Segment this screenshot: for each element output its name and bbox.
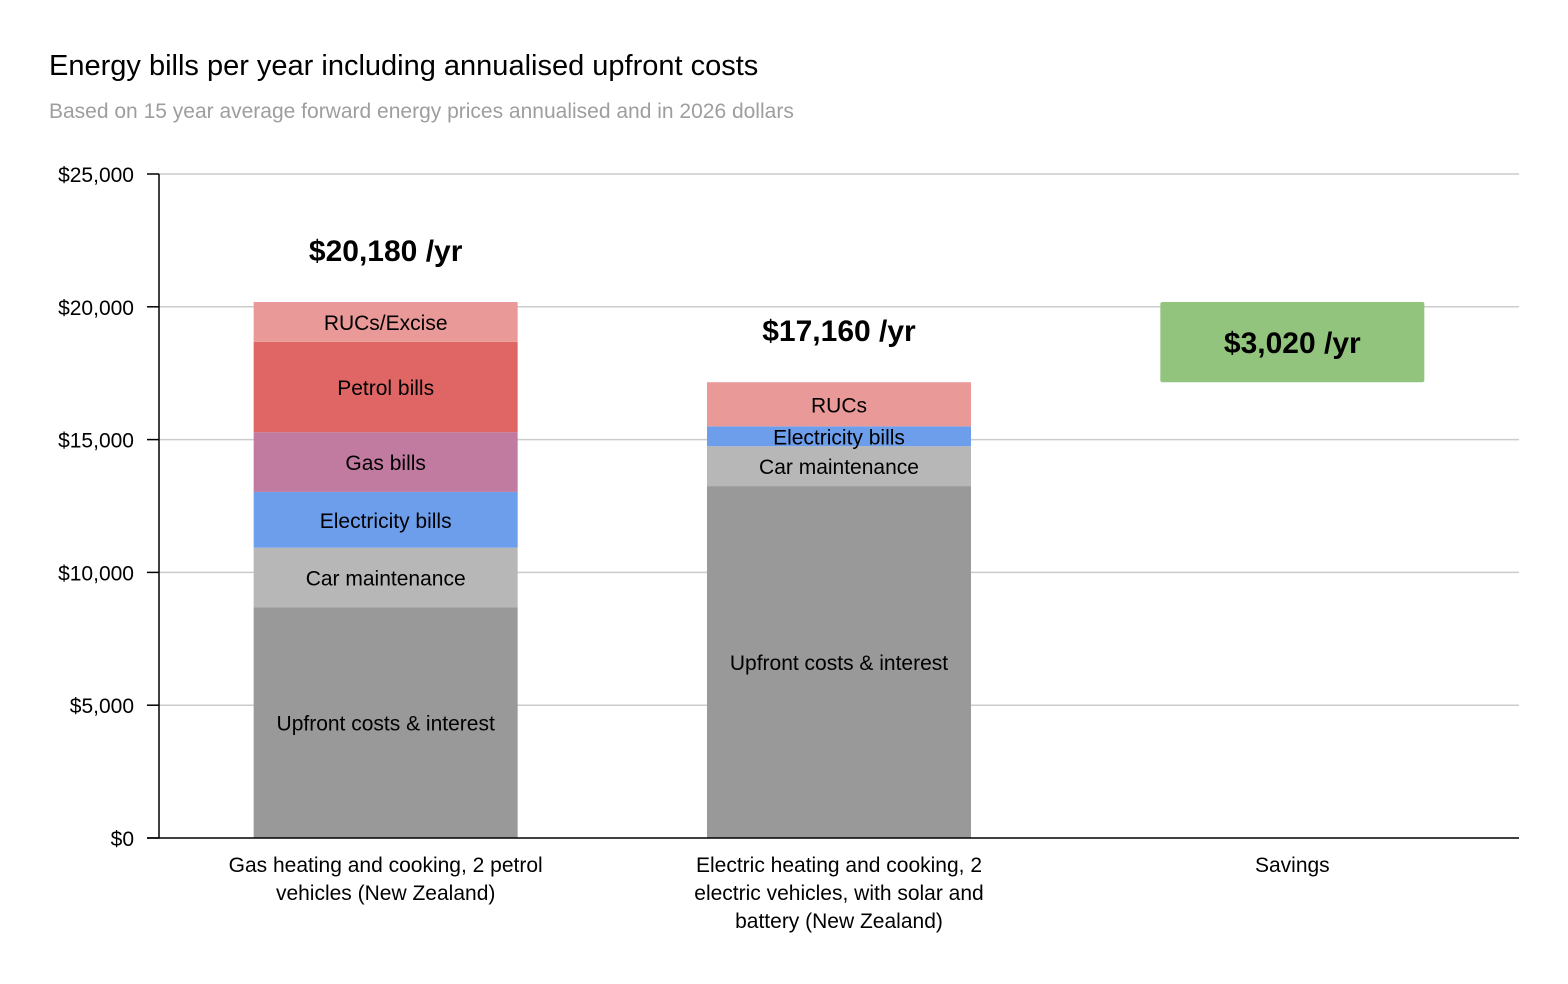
x-category-label: Electric heating and cooking, 2 electric …	[694, 854, 983, 933]
x-category-label-line: electric vehicles, with solar and	[694, 882, 983, 905]
segment-label: RUCs/Excise	[324, 312, 448, 335]
y-tick-label: $25,000	[58, 164, 134, 187]
segment-label: Upfront costs & interest	[277, 713, 495, 736]
x-category-label-line: Gas heating and cooking, 2 petrol	[229, 854, 543, 877]
bar-segment	[253, 491, 518, 548]
chart-subtitle: Based on 15 year average forward energy …	[49, 100, 794, 123]
bar-total-label: $17,160 /yr	[762, 315, 916, 348]
x-category-label-line: battery (New Zealand)	[735, 910, 943, 933]
savings-bar	[1160, 302, 1425, 383]
bar-segment	[253, 341, 518, 433]
savings-label: $3,020 /yr	[1224, 327, 1361, 360]
segment-label: Petrol bills	[337, 377, 434, 400]
bar-segment	[253, 607, 518, 838]
bar-segment	[253, 547, 518, 608]
y-tick-label: $10,000	[58, 562, 134, 585]
bar-segment	[707, 426, 971, 447]
bars	[253, 302, 1425, 838]
x-category-label: Gas heating and cooking, 2 petrol vehicle…	[229, 854, 543, 905]
y-tick-label: $0	[111, 828, 134, 851]
x-category-label-line: Electric heating and cooking, 2	[696, 854, 982, 877]
x-category-label-line: vehicles (New Zealand)	[276, 882, 495, 905]
segment-label: Upfront costs & interest	[730, 652, 948, 675]
y-tick-label: $15,000	[58, 430, 134, 453]
x-category-label-line: Savings	[1255, 854, 1330, 877]
bar-segment	[707, 446, 971, 487]
bar-segment	[707, 486, 971, 838]
x-category-label: Savings	[1255, 854, 1330, 877]
segment-label: Gas bills	[345, 452, 426, 475]
labels: $0 $5,000 $10,000 $15,000 $20,000 $25,000 Upfr…	[58, 164, 1361, 933]
bar-segment	[253, 302, 518, 342]
bar-segment	[253, 432, 518, 492]
segment-label: Car maintenance	[306, 568, 466, 591]
y-tick-label: $20,000	[58, 297, 134, 320]
y-tick-label: $5,000	[70, 695, 134, 718]
segment-label: RUCs	[811, 394, 867, 417]
chart-title: Energy bills per year including annualis…	[49, 50, 759, 82]
bar-total-label: $20,180 /yr	[309, 235, 463, 268]
bar-segment	[707, 382, 971, 427]
axes	[147, 173, 1519, 839]
segment-label: Electricity bills	[320, 510, 452, 533]
segment-label: Electricity bills	[773, 426, 905, 449]
segment-label: Car maintenance	[759, 456, 919, 479]
